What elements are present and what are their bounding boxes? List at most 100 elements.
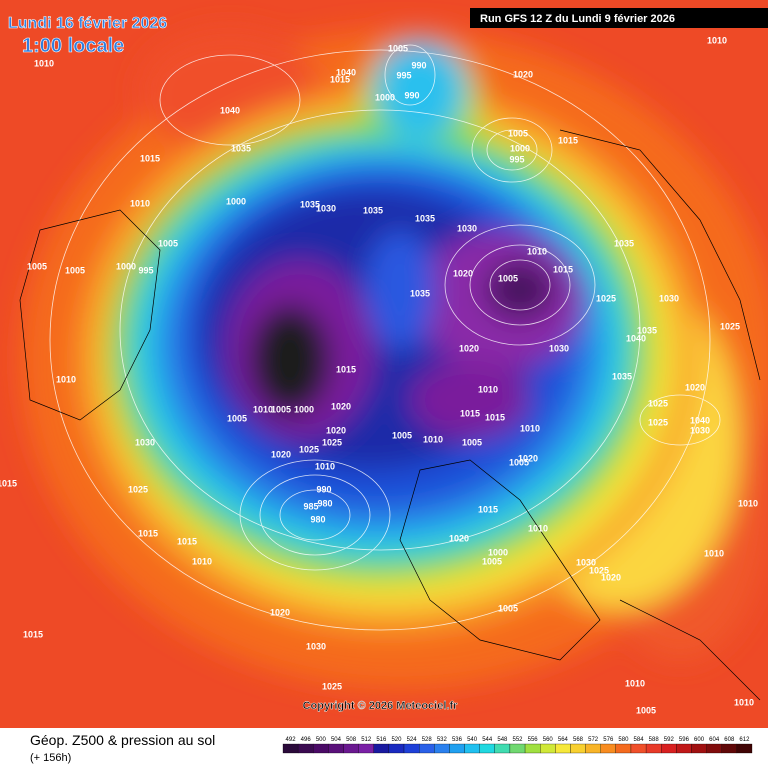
colorbar-label: 600 bbox=[694, 737, 705, 743]
pressure-label: 1005 bbox=[388, 43, 408, 53]
colorbar-cell bbox=[297, 743, 314, 754]
pressure-label: 990 bbox=[404, 90, 419, 100]
pressure-label: 1035 bbox=[612, 371, 632, 381]
pressure-label: 1020 bbox=[685, 382, 705, 392]
pressure-label: 1010 bbox=[738, 498, 758, 508]
colorbar-label: 572 bbox=[588, 737, 599, 743]
colorbar-cell bbox=[343, 743, 359, 754]
pressure-label: 1010 bbox=[34, 58, 54, 68]
pressure-label: 990 bbox=[411, 60, 426, 70]
pressure-label: 1000 bbox=[116, 261, 136, 271]
pressure-label: 1030 bbox=[457, 223, 477, 233]
colorbar-cell bbox=[736, 743, 753, 754]
pressure-label: 1025 bbox=[299, 444, 319, 454]
colorbar-cell bbox=[403, 743, 420, 754]
pressure-label: 1005 bbox=[271, 404, 291, 414]
colorbar-label: 544 bbox=[482, 737, 493, 743]
pressure-label: 1035 bbox=[614, 238, 634, 248]
colorbar-label: 496 bbox=[301, 737, 312, 743]
pressure-label: 1005 bbox=[508, 128, 528, 138]
pressure-label: 980 bbox=[317, 498, 332, 508]
pressure-label: 985 bbox=[303, 501, 318, 511]
pressure-label: 1025 bbox=[596, 293, 616, 303]
pressure-label: 1005 bbox=[392, 430, 412, 440]
pressure-label: 1010 bbox=[253, 404, 273, 414]
colorbar-cell bbox=[645, 743, 662, 754]
colorbar-cell bbox=[721, 743, 738, 754]
pressure-label: 1015 bbox=[553, 264, 573, 274]
pressure-label: 1040 bbox=[626, 333, 646, 343]
pressure-label: 1040 bbox=[690, 415, 710, 425]
pressure-label: 1030 bbox=[576, 557, 596, 567]
colorbar-label: 604 bbox=[709, 737, 720, 743]
pressure-label: 1020 bbox=[331, 401, 351, 411]
coastlines bbox=[19, 129, 761, 701]
pressure-label: 1025 bbox=[322, 437, 342, 447]
colorbar-cell bbox=[509, 743, 526, 754]
pressure-label: 1025 bbox=[648, 417, 668, 427]
colorbar-label: 528 bbox=[422, 737, 433, 743]
time: 1:00 locale bbox=[22, 35, 124, 57]
pressure-label: 1015 bbox=[23, 629, 43, 639]
pressure-label: 1005 bbox=[482, 556, 502, 566]
isobars bbox=[49, 44, 721, 631]
pressure-label: 1015 bbox=[460, 408, 480, 418]
colorbar-label: 532 bbox=[437, 737, 448, 743]
pressure-label: 1010 bbox=[315, 461, 335, 471]
colorbar-label: 608 bbox=[724, 737, 735, 743]
colorbar-label: 560 bbox=[543, 737, 554, 743]
pressure-label: 980 bbox=[310, 514, 325, 524]
colorbar-cell bbox=[540, 743, 556, 754]
colorbar-cell bbox=[676, 743, 692, 754]
pressure-label: 1025 bbox=[589, 565, 609, 575]
colorbar-cell bbox=[388, 743, 405, 754]
colorbar-cell bbox=[313, 743, 329, 754]
pressure-label: 1005 bbox=[65, 265, 85, 275]
pressure-label: 1015 bbox=[177, 536, 197, 546]
colorbar-label: 576 bbox=[603, 737, 614, 743]
pressure-label: 1030 bbox=[306, 641, 326, 651]
colorbar-cell bbox=[706, 743, 722, 754]
colorbar-cell bbox=[661, 743, 677, 754]
pressure-label: 1005 bbox=[27, 261, 47, 271]
pressure-label: 1025 bbox=[322, 681, 342, 691]
pressure-label: 1030 bbox=[690, 425, 710, 435]
colorbar-cell bbox=[555, 743, 571, 754]
pressure-label: 1005 bbox=[158, 238, 178, 248]
pressure-label: 1010 bbox=[478, 384, 498, 394]
pressure-label: 1005 bbox=[509, 457, 529, 467]
pressure-label: 1020 bbox=[453, 268, 473, 278]
pressure-label: 1010 bbox=[704, 548, 724, 558]
colorbar-label: 524 bbox=[407, 737, 418, 743]
pressure-label: 1005 bbox=[498, 273, 518, 283]
pressure-label: 1035 bbox=[415, 213, 435, 223]
pressure-label: 1005 bbox=[462, 437, 482, 447]
colorbar-label: 568 bbox=[573, 737, 584, 743]
pressure-label: 1025 bbox=[720, 321, 740, 331]
colorbar-cell bbox=[419, 743, 435, 754]
colorbar-cell bbox=[282, 743, 299, 754]
pressure-label: 1000 bbox=[226, 196, 246, 206]
colorbar-cell bbox=[464, 743, 480, 754]
pressure-label: 1015 bbox=[558, 135, 578, 145]
pressure-label: 1020 bbox=[459, 343, 479, 353]
colorbar-label: 556 bbox=[528, 737, 539, 743]
colorbar-label: 512 bbox=[361, 737, 372, 743]
pressure-label: 1015 bbox=[330, 74, 350, 84]
pressure-label: 1030 bbox=[549, 343, 569, 353]
colorbar-label: 516 bbox=[376, 737, 387, 743]
pressure-label: 1020 bbox=[270, 607, 290, 617]
pressure-label: 1010 bbox=[192, 556, 212, 566]
colorbar-label: 580 bbox=[618, 737, 629, 743]
pressure-label: 995 bbox=[138, 265, 153, 275]
colorbar-label: 612 bbox=[739, 737, 750, 743]
pressure-label: 1020 bbox=[513, 69, 533, 79]
run: Run GFS 12 Z du Lundi 9 février 2026 bbox=[480, 13, 675, 25]
run-box bbox=[470, 8, 768, 28]
colorbar-label: 584 bbox=[634, 737, 645, 743]
pressure-label: 1015 bbox=[478, 504, 498, 514]
geopotential-field bbox=[20, 30, 768, 690]
